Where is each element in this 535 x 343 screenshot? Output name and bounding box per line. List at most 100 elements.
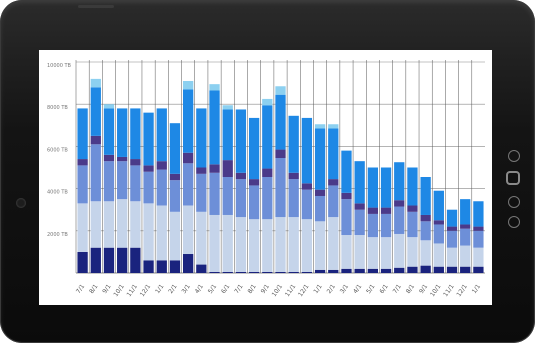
bar-segment: [130, 159, 141, 166]
bar-segment: [380, 207, 392, 214]
bar-segment: [143, 260, 154, 273]
bar-segment: [169, 211, 181, 261]
bar-segment: [473, 230, 484, 248]
bar-segment: [380, 213, 392, 238]
bar-segment: [460, 224, 471, 229]
x-tick-label: 5/1: [207, 283, 218, 295]
bar-segment: [301, 271, 313, 273]
bar-segment: [117, 247, 128, 273]
bar-segment: [248, 185, 260, 220]
x-tick-label: 6/1: [220, 283, 231, 295]
bar-segment: [182, 80, 194, 90]
y-tick-label: 6000 TB: [47, 147, 68, 153]
bar-segment: [420, 214, 431, 222]
bar-segment: [473, 226, 484, 231]
bar-segment: [328, 124, 339, 129]
bar-segment: [433, 224, 444, 244]
x-tick-label: 9/1: [418, 283, 429, 295]
bar-segment: [354, 235, 365, 269]
bar-segment: [275, 94, 286, 150]
bar-segment: [460, 245, 471, 267]
bar-segment: [156, 169, 167, 206]
bar-segment: [420, 240, 431, 266]
bar-segment: [77, 203, 88, 252]
bar-segment: [169, 173, 181, 181]
bar-segment: [288, 179, 299, 218]
bar-segment: [301, 219, 313, 272]
bar-segment: [209, 84, 220, 91]
y-tick-label: 4000 TB: [47, 190, 68, 196]
bar-segment: [380, 167, 392, 208]
bar-segment: [407, 266, 418, 273]
bar-segment: [328, 185, 339, 218]
bar-segment: [328, 269, 339, 273]
bar-segment: [275, 149, 286, 159]
x-tick-label: 1/1: [471, 283, 482, 295]
bar-segment: [341, 150, 352, 193]
bar-segment: [90, 87, 101, 136]
search-icon[interactable]: [508, 196, 520, 208]
x-tick-label: 11/1: [442, 283, 456, 298]
y-tick-label: 8000 TB: [47, 105, 68, 111]
home-button[interactable]: [506, 171, 520, 185]
bar-segment: [169, 180, 181, 212]
bar-segment: [288, 172, 299, 180]
bar-segment: [117, 156, 128, 162]
bar-segment: [473, 201, 484, 227]
bar-segment: [248, 271, 260, 273]
stacked-bar-chart: 10000 TB 8000 TB 6000 TB 4000 TB 2000 TB 7/1…: [47, 60, 485, 298]
x-tick-label: 4/1: [194, 283, 205, 295]
bar-segment: [420, 221, 431, 241]
bar-segment: [407, 205, 418, 212]
bar-segment: [130, 108, 141, 160]
bar-segment: [394, 162, 405, 201]
bar-segment: [473, 247, 484, 267]
x-tick-label: 8/1: [246, 283, 257, 295]
bar-segment: [460, 228, 471, 246]
bar-segment: [407, 211, 418, 238]
bar-segment: [407, 167, 418, 206]
back-icon[interactable]: [508, 150, 520, 162]
bar-segment: [209, 271, 220, 273]
x-tick-label: 7/1: [392, 283, 403, 295]
x-tick-label: 5/1: [365, 283, 376, 295]
x-tick-label: 8/1: [405, 283, 416, 295]
bar-segment: [275, 86, 286, 95]
bar-segment: [143, 165, 154, 172]
bar-segment: [77, 159, 88, 166]
bar-segment: [209, 172, 220, 215]
bar-segment: [77, 251, 88, 273]
bar-segment: [301, 117, 313, 184]
x-tick-label: 3/1: [339, 283, 350, 295]
bar-segment: [143, 171, 154, 204]
bar-segment: [103, 108, 115, 155]
x-tick-label: 1/1: [154, 283, 165, 295]
bar-segment: [117, 161, 128, 200]
bar-segment: [433, 243, 444, 267]
bar-segment: [235, 271, 247, 273]
bar-segment: [262, 271, 273, 273]
bar-segment: [169, 260, 181, 273]
bar-segment: [248, 219, 260, 272]
bar-segment: [222, 160, 233, 177]
bar-segment: [314, 189, 326, 196]
x-tick-label: 6/1: [378, 283, 389, 295]
bar-segment: [328, 217, 339, 270]
bar-segment: [394, 206, 405, 234]
bar-segment: [262, 219, 273, 272]
bar-segment: [394, 233, 405, 268]
bar-segment: [196, 167, 207, 174]
bar-segment: [90, 247, 101, 273]
x-tick-label: 12/1: [455, 283, 469, 298]
bar-segment: [301, 189, 313, 220]
menu-icon[interactable]: [508, 216, 520, 228]
bar-segment: [288, 217, 299, 272]
x-tick-label: 10/1: [429, 283, 443, 298]
bar-segment: [367, 213, 379, 238]
bar-segment: [341, 192, 352, 200]
bar-segment: [288, 271, 299, 273]
bar-segment: [275, 158, 286, 218]
bar-segment: [103, 104, 115, 109]
bar-segment: [248, 117, 260, 180]
bar-segment: [156, 260, 167, 273]
